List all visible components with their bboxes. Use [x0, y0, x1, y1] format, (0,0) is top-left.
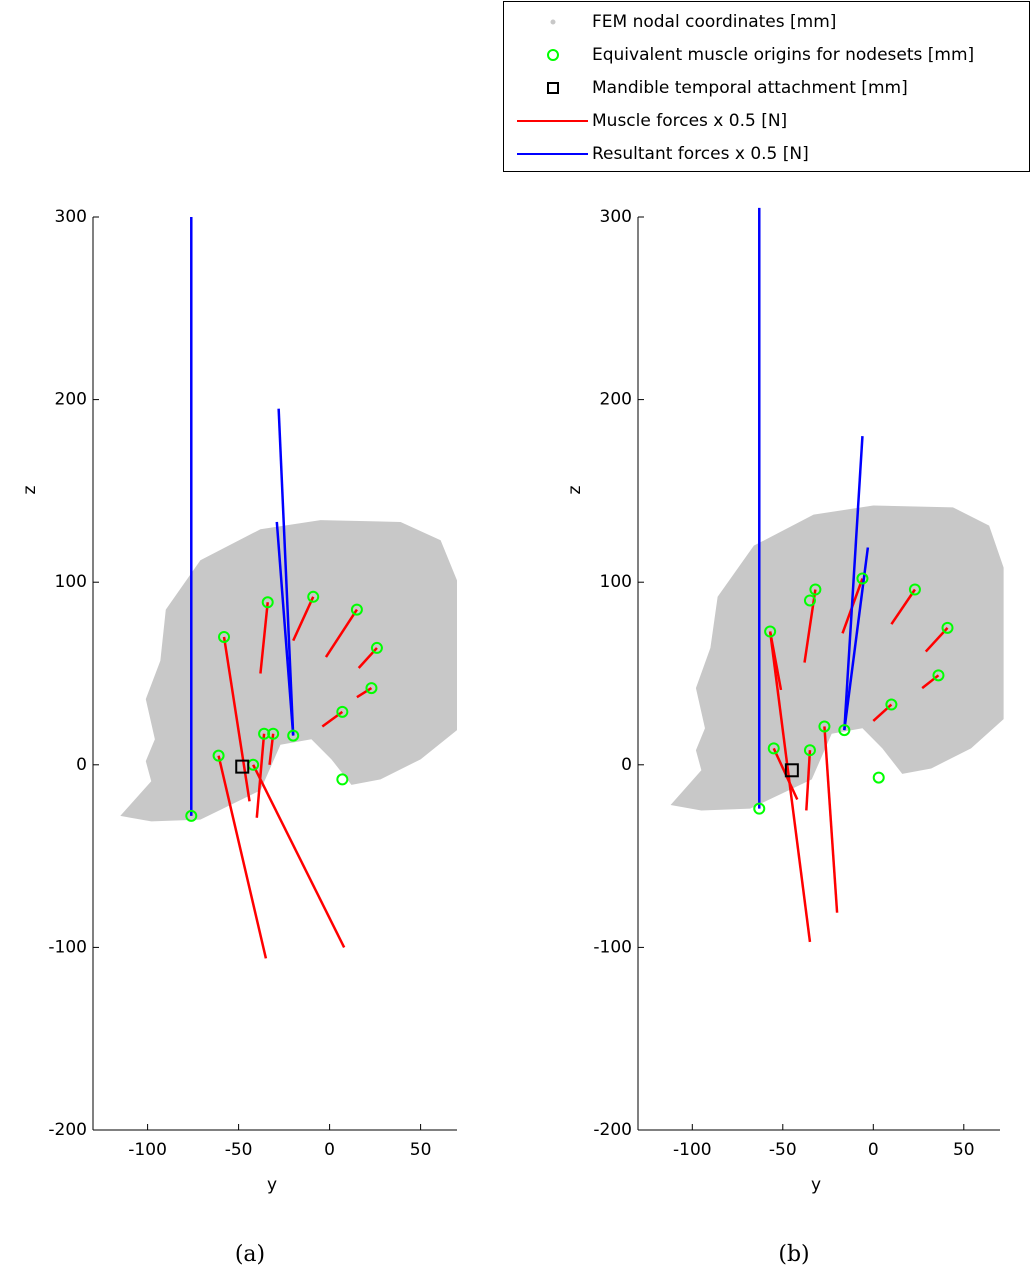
figure: FEM nodal coordinates [mm] Equivalent mus… [0, 0, 1031, 1276]
y-tick-label: 0 [621, 755, 632, 775]
y-tick-label: -200 [593, 1120, 632, 1140]
y-tick-label: 300 [55, 207, 87, 227]
y-tick-label: 200 [55, 390, 87, 410]
x-tick-label: 50 [953, 1140, 975, 1160]
legend-label: Resultant forces x 0.5 [N] [592, 144, 809, 164]
x-tick-label: -100 [673, 1140, 712, 1160]
x-axis-label: y [811, 1175, 821, 1195]
fem-nodes [671, 506, 1004, 811]
y-tick-label: 200 [600, 390, 632, 410]
muscle-origin [337, 774, 347, 784]
caption: (a) [235, 1242, 265, 1267]
legend-label: Mandible temporal attachment [mm] [592, 78, 908, 98]
legend-marker [551, 20, 556, 25]
y-tick-label: 0 [76, 755, 87, 775]
y-tick-label: -100 [48, 937, 87, 957]
legend-label: Muscle forces x 0.5 [N] [592, 111, 787, 131]
muscle-forces [253, 765, 344, 948]
x-tick-label: 0 [868, 1140, 879, 1160]
y-axis-label: z [565, 485, 585, 494]
x-tick-label: -100 [128, 1140, 167, 1160]
y-tick-label: 100 [600, 572, 632, 592]
legend-label: Equivalent muscle origins for nodesets [… [592, 45, 974, 65]
x-axis-label: y [267, 1175, 277, 1195]
y-tick-label: 100 [55, 572, 87, 592]
y-tick-label: -200 [48, 1120, 87, 1140]
muscle-origin [874, 773, 884, 783]
legend-label: FEM nodal coordinates [mm] [592, 12, 836, 32]
x-tick-label: -50 [225, 1140, 253, 1160]
x-tick-label: -50 [769, 1140, 797, 1160]
y-axis-label: z [20, 485, 40, 494]
y-tick-label: -100 [593, 937, 632, 957]
x-tick-label: 50 [410, 1140, 432, 1160]
y-tick-label: 300 [600, 207, 632, 227]
x-tick-label: 0 [324, 1140, 335, 1160]
muscle-forces [824, 726, 837, 912]
caption: (b) [778, 1242, 809, 1267]
